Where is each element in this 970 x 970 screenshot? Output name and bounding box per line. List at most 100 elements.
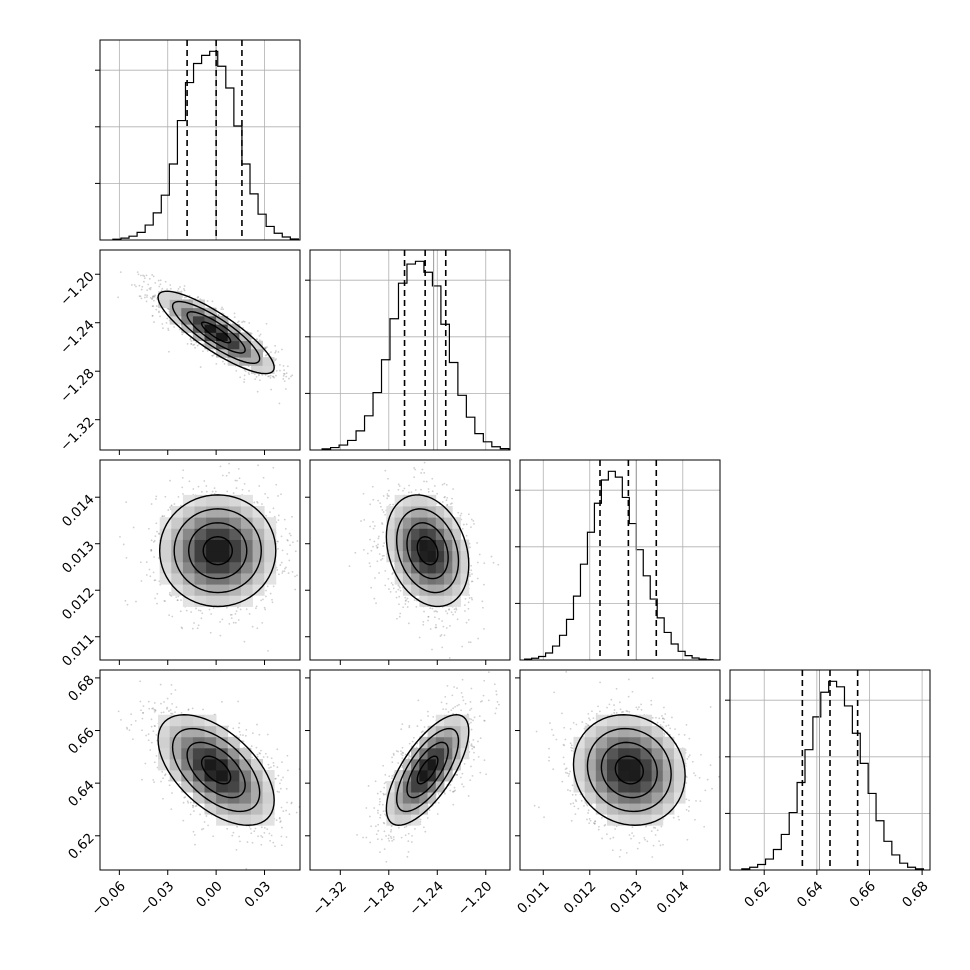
data-point [169,284,172,286]
data-point [263,826,266,829]
data-point [284,567,286,570]
data-point [145,574,148,576]
data-point [219,634,222,637]
data-point [235,369,238,372]
data-point [406,597,409,600]
density-cell [171,517,184,529]
data-point [145,300,148,303]
data-point [434,610,437,612]
data-point [446,496,449,499]
data-point [272,585,275,588]
data-point [233,312,236,315]
data-point [469,575,471,578]
data-point [282,364,285,367]
density-cell [171,573,184,585]
density-cell [217,573,230,585]
data-point [461,645,464,648]
density-cell [250,348,263,358]
histogram-series [321,260,510,450]
data-point [288,559,291,562]
data-point [152,295,155,297]
density-cell [182,517,195,529]
data-point [157,279,160,282]
density-cell [427,494,437,507]
data-point [275,350,277,352]
data-point [152,295,154,298]
density-cell [171,539,184,552]
data-point [163,515,166,518]
data-point [269,592,272,595]
density-cell [182,528,195,540]
data-point [126,603,129,606]
data-point [147,527,150,530]
data-point [369,538,371,541]
data-point [497,563,500,566]
data-point [327,486,329,488]
data-point [168,313,171,316]
data-point [423,480,425,483]
density-cell [411,506,420,518]
data-point [177,595,180,598]
density-cell [181,315,194,325]
data-point [398,585,401,588]
data-point [467,607,470,610]
density-cell [444,539,453,552]
data-point [221,306,223,309]
data-point [264,347,267,350]
data-point [387,477,389,480]
data-point [264,374,267,376]
data-point [288,532,291,535]
data-point [386,497,389,500]
data-point [291,571,294,573]
data-point [188,480,191,483]
data-point [153,781,156,784]
data-point [436,610,439,613]
density-cell [182,573,195,585]
data-point [199,366,202,368]
contour-line [416,536,439,566]
data-point [186,342,189,345]
data-point [398,615,401,618]
data-point [377,535,380,538]
density-cell [240,561,253,574]
data-point [407,600,410,603]
scatter-panel-2-3 [348,461,500,659]
density-cell [240,506,253,518]
data-point [248,613,251,615]
data-point [245,728,248,731]
data-point [215,362,218,365]
data-point [281,549,284,552]
data-point [237,700,240,703]
data-point [307,372,309,374]
data-point [443,482,446,485]
data-point [441,620,444,622]
data-point [465,534,468,537]
density-cell [216,332,229,342]
data-point [243,482,246,485]
data-point [149,286,152,289]
density-cell [402,517,412,529]
density-cell [206,528,219,540]
data-point [151,296,154,299]
data-point [183,796,186,799]
data-point [271,601,274,604]
data-point [153,579,156,582]
density-cell [217,584,230,596]
data-point [208,608,211,611]
data-point [372,527,375,530]
data-point [151,274,154,276]
data-point [178,328,181,331]
data-point [168,593,171,596]
data-point [286,365,289,368]
data-point [256,627,259,630]
density-cell [194,517,207,529]
data-point [166,706,169,709]
data-point [467,641,470,644]
data-point [390,582,393,584]
data-point [397,588,400,591]
data-point [431,648,433,651]
data-point [387,577,390,580]
data-point [200,617,203,620]
data-point [167,509,170,511]
data-point [483,627,485,630]
